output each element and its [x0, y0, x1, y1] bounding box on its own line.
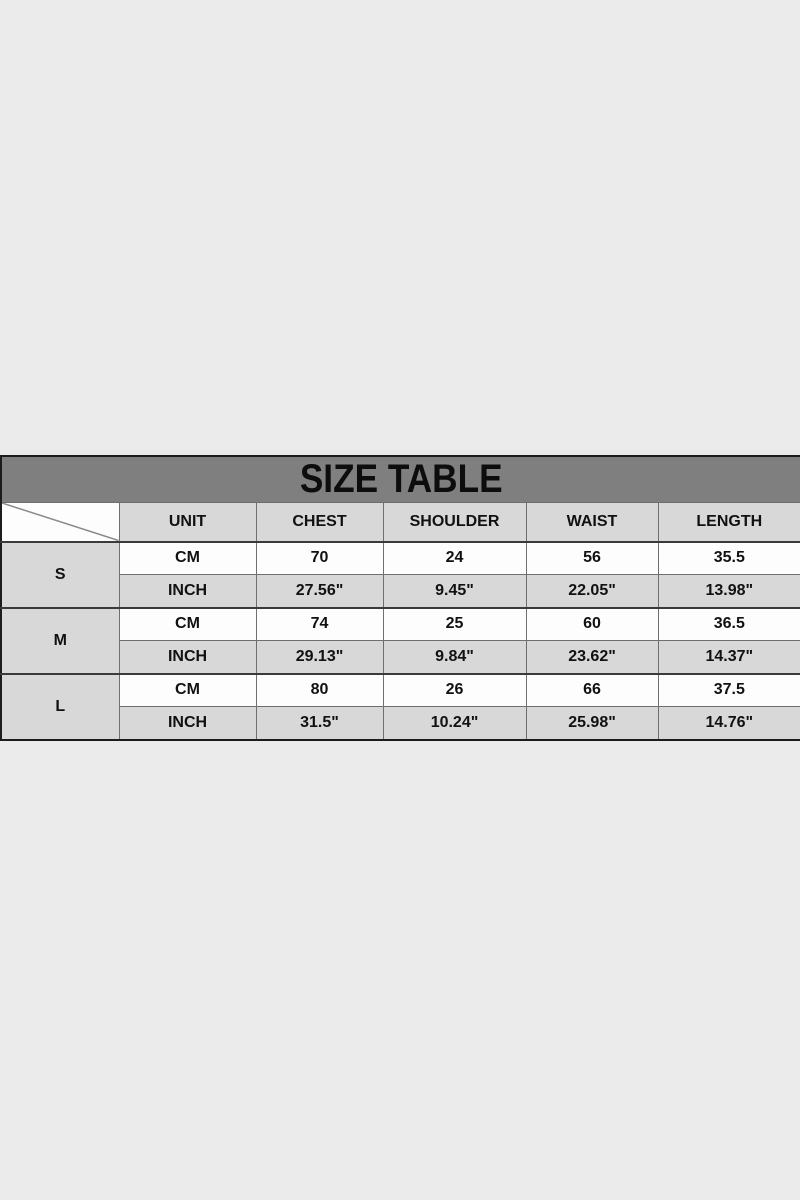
value-cell: 56	[525, 541, 659, 575]
value-cell: 13.98"	[657, 574, 800, 608]
column-header-waist: WAIST	[525, 502, 659, 543]
value-cell: 37.5	[657, 672, 800, 707]
table-row-m-inch: INCH 29.13" 9.84" 23.62" 14.37"	[1, 640, 800, 674]
unit-label: CM	[118, 672, 257, 707]
table-row-s-cm: S CM 70 24 56 35.5	[0, 541, 800, 608]
value-cell: 14.37"	[657, 640, 800, 674]
value-cell: 80	[255, 672, 384, 707]
unit-label: CM	[118, 541, 257, 575]
unit-label: INCH	[118, 706, 257, 740]
value-cell: 35.5	[657, 541, 800, 575]
value-cell: 36.5	[657, 606, 800, 641]
value-cell: 25.98"	[525, 706, 659, 740]
column-header-shoulder: SHOULDER	[382, 502, 527, 543]
unit-label: INCH	[118, 640, 257, 674]
column-header-length: LENGTH	[657, 502, 800, 543]
corner-cell	[0, 502, 120, 543]
size-table-title-cell: SIZE TABLE	[0, 455, 800, 503]
value-cell: 74	[255, 606, 384, 641]
value-cell: 27.56"	[255, 574, 384, 608]
unit-label: INCH	[118, 574, 257, 608]
value-cell: 14.76"	[657, 706, 800, 740]
value-cell: 31.5"	[255, 706, 384, 740]
value-cell: 10.24"	[382, 706, 527, 740]
value-cell: 70	[255, 541, 384, 575]
table-row-s-inch: INCH 27.56" 9.45" 22.05" 13.98"	[1, 574, 800, 608]
value-cell: 23.62"	[525, 640, 659, 674]
value-cell: 22.05"	[525, 574, 659, 608]
size-table-grid: SIZE TABLE UNIT CHEST SHOULDER WAIST LEN…	[0, 455, 800, 741]
table-row-l-inch: INCH 31.5" 10.24" 25.98" 14.76"	[1, 706, 800, 740]
value-cell: 66	[525, 672, 659, 707]
value-cell: 26	[382, 672, 527, 707]
column-header-chest: CHEST	[255, 502, 384, 543]
value-cell: 9.45"	[382, 574, 527, 608]
size-table-title-row: SIZE TABLE	[0, 455, 800, 503]
column-header-unit: UNIT	[118, 502, 257, 543]
size-table-header-row: UNIT CHEST SHOULDER WAIST LENGTH	[0, 502, 800, 543]
value-cell: 29.13"	[255, 640, 384, 674]
size-label-s: S	[0, 541, 120, 608]
diagonal-divider-line	[2, 503, 119, 541]
value-cell: 24	[382, 541, 527, 575]
size-table: SIZE TABLE UNIT CHEST SHOULDER WAIST LEN…	[0, 455, 800, 741]
table-row-m-cm: M CM 74 25 60 36.5	[0, 606, 800, 674]
value-cell: 25	[382, 606, 527, 641]
value-cell: 9.84"	[382, 640, 527, 674]
size-label-l: L	[0, 672, 120, 740]
table-row-l-cm: L CM 80 26 66 37.5	[0, 672, 800, 740]
unit-label: CM	[118, 606, 257, 641]
size-table-title: SIZE TABLE	[299, 457, 503, 501]
value-cell: 60	[525, 606, 659, 641]
size-label-m: M	[0, 606, 120, 674]
